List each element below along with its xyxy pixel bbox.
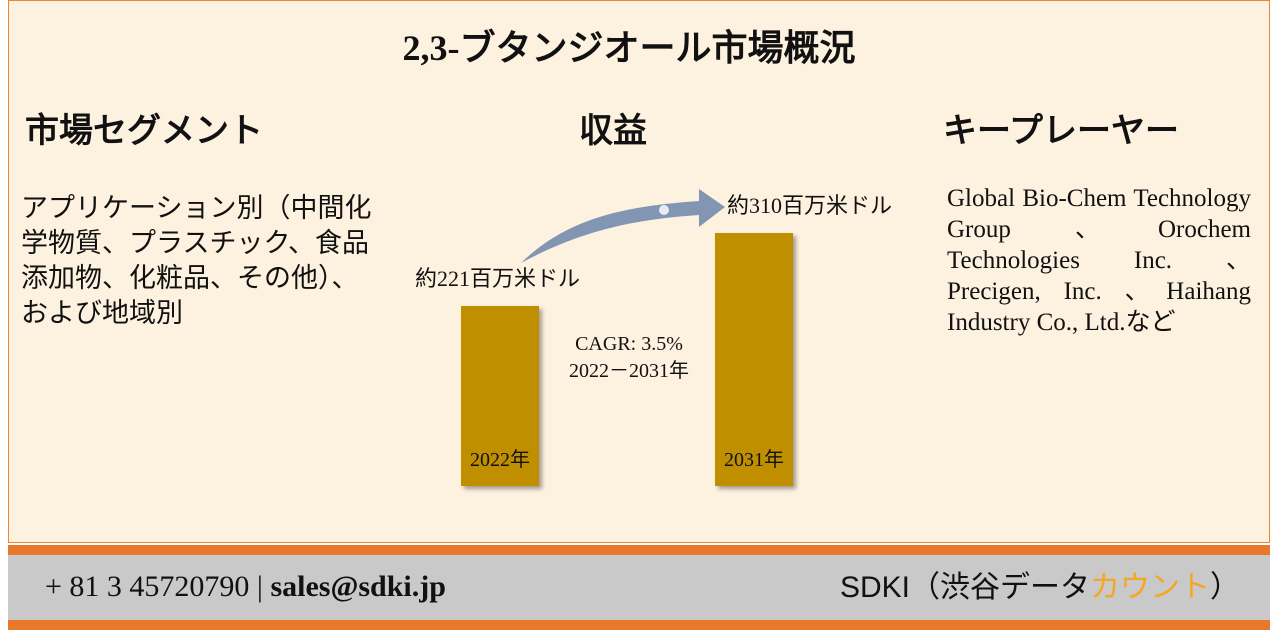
phone: + 81 3 45720790	[45, 570, 250, 603]
bar: 2022年	[461, 305, 539, 486]
segments-heading: 市場セグメント	[25, 113, 263, 150]
cagr-period: 2022－2031年	[569, 360, 689, 382]
players-heading: キープレーヤー	[943, 113, 1179, 150]
value-label: 約310百万米ドル	[727, 193, 893, 218]
footer-band	[8, 545, 1270, 555]
brand: SDKI（渋谷データカウント）	[840, 562, 1240, 606]
bar: 2031年	[715, 233, 793, 486]
value-label: 約221百万米ドル	[415, 265, 581, 291]
arrow-shape	[521, 189, 725, 263]
players-text: Global Bio-Chem Technology Group 、Oroche…	[947, 185, 1251, 336]
brand-start: SDKI（渋谷データ	[839, 571, 1090, 604]
panel: 2,3-ブタンジオール市場概況 市場セグメント 収益 キープレーヤー アプリケー…	[8, 0, 1270, 543]
bar-year: 2022年	[470, 448, 530, 471]
growth-arrow	[521, 189, 725, 263]
title: 2,3-ブタンジオール市場概況	[402, 28, 856, 68]
contact: + 81 3 45720790 | sales@sdki.jp	[45, 570, 446, 604]
email: sales@sdki.jp	[270, 570, 446, 603]
revenue-heading: 収益	[579, 113, 647, 150]
brand-highlight: カウント	[1090, 571, 1210, 604]
separator: |	[256, 570, 263, 603]
bar-year: 2031年	[724, 449, 784, 471]
footer-bar	[8, 555, 1270, 620]
segments-text: アプリケーション別（中間化学物質、プラスチック、食品添加物、化粧品、その他）、お…	[21, 193, 372, 328]
footer-band	[8, 620, 1270, 630]
cagr-box: CAGR: 3.5% 2022－2031年	[549, 331, 709, 385]
brand-end: ）	[1210, 571, 1240, 604]
cagr: CAGR: 3.5%	[575, 333, 683, 355]
arrow-dot	[659, 205, 669, 215]
